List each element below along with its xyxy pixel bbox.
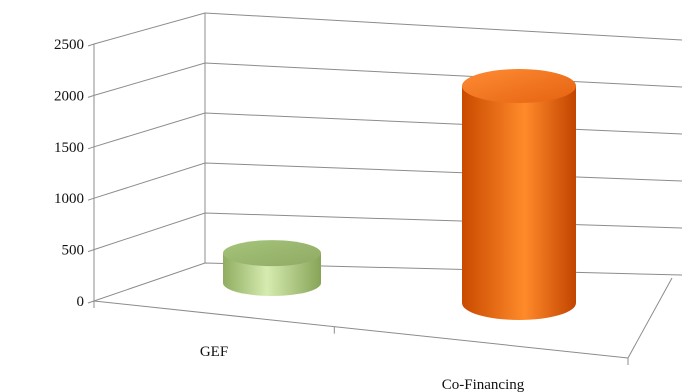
y-axis-tick [87,249,95,253]
x-axis-categories: GEF Co-Financing [200,344,525,392]
x-category-label: GEF [200,344,228,360]
gridlines [93,12,682,302]
y-tick-label: 0 [77,294,85,310]
bar-gef [223,240,321,296]
x-category-label: Co-Financing [442,377,525,392]
bar-top [223,240,321,267]
gridline [93,212,682,251]
floor-front-edge [93,300,629,359]
y-axis-tick [87,43,95,47]
y-axis-tick [87,94,95,98]
bar-co-financing [462,69,576,320]
bar-side [462,86,576,320]
y-axis-tick [87,146,95,150]
y-axis-ticks: 0 500 1000 1500 2000 2500 [54,37,95,310]
gridline [93,112,682,148]
y-tick-label: 500 [62,243,85,259]
bars [223,69,576,320]
y-tick-label: 2500 [54,37,84,53]
y-tick-label: 1500 [54,140,84,156]
gridline [93,162,682,199]
gridline [93,62,682,96]
chart-frame [93,13,673,365]
gridline [93,262,682,302]
y-tick-label: 2000 [54,88,84,104]
y-axis-tick [87,300,95,304]
y-tick-label: 1000 [54,191,84,207]
gridline [93,12,682,45]
bar-top [462,69,576,103]
y-axis-tick [87,197,95,201]
floor-right-edge [627,277,673,359]
